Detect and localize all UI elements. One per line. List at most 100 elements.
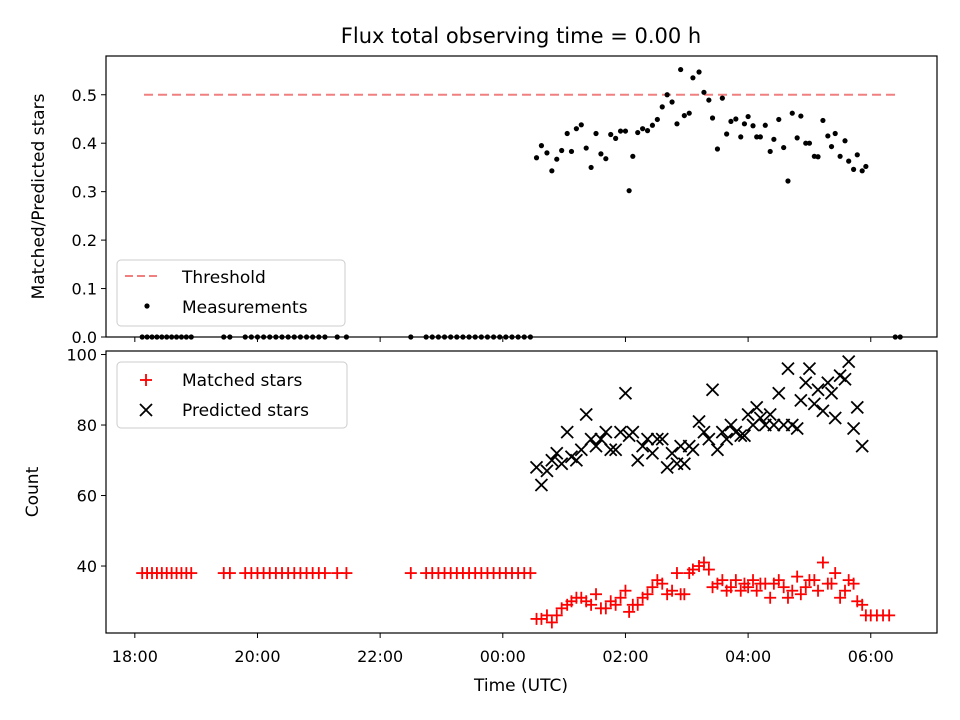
predicted-stars-point (855, 439, 869, 453)
ytick-label: 0.2 (72, 231, 97, 250)
predicted-stars-point (635, 439, 650, 453)
matched-stars-point (781, 591, 794, 604)
measurements-point (762, 122, 768, 128)
predicted-stars-point (618, 386, 633, 400)
predicted-stars-point (824, 386, 839, 400)
measurements-point (533, 155, 540, 161)
matched-stars-point (318, 567, 331, 580)
predicted-stars-point (540, 464, 554, 478)
measurements-point (626, 188, 632, 194)
measurements-point (754, 134, 760, 140)
predicted-stars-point (838, 372, 852, 386)
matched-stars-point (799, 581, 812, 594)
predicted-stars-point (850, 400, 864, 415)
count-legend-box (116, 361, 348, 429)
measurements-point (578, 122, 584, 128)
matched-stars-point (794, 588, 807, 601)
predicted-stars-point (697, 425, 711, 439)
matched-stars-point (404, 567, 417, 580)
ytick-label: 0.0 (72, 328, 97, 347)
predicted-stars-point (569, 453, 584, 467)
predicted-stars-point (705, 383, 720, 397)
measurements-point (842, 138, 848, 144)
measurements-point (588, 164, 594, 171)
ytick-label: 0.4 (72, 134, 97, 153)
predicted-stars-point (828, 411, 842, 425)
matched-stars-point (883, 609, 896, 622)
measurements-point (776, 116, 782, 123)
matched-stars-point (816, 556, 829, 569)
measurements-point (832, 130, 838, 137)
predicted-stars-point (692, 414, 706, 429)
predicted-stars-point (594, 432, 608, 446)
matched-stars-point (786, 584, 799, 597)
matched-stars-point (678, 588, 691, 601)
count-xlabel: Time (UTC) (473, 676, 568, 696)
xtick-label: 06:00 (848, 647, 894, 666)
predicted-stars-point (720, 432, 734, 446)
predicted-stars-point (613, 425, 628, 439)
legend-matched-swatch (140, 374, 152, 386)
measurements-point (583, 145, 589, 151)
predicted-stars-point (584, 432, 598, 446)
measurements-point (859, 168, 865, 174)
measurements-point (573, 126, 579, 132)
measurements-point (659, 104, 665, 110)
matched-stars-point (702, 563, 715, 576)
xtick-label: 02:00 (602, 647, 648, 666)
predicted-stars-point (737, 428, 752, 443)
predicted-stars-point (816, 404, 830, 418)
measurements-point (701, 89, 707, 95)
measurements-point (798, 113, 804, 119)
legend-measurements-label: Measurements (182, 298, 308, 318)
matched-stars-point (808, 574, 821, 587)
matched-stars-point (641, 588, 654, 601)
matched-stars-point (545, 616, 558, 629)
measurements-point (644, 128, 651, 134)
predicted-stars-point (545, 453, 559, 467)
measurements-point (654, 116, 660, 123)
predicted-stars-point (579, 407, 593, 422)
measurements-point (674, 121, 680, 127)
measurements-point (635, 129, 641, 136)
predicted-stars-point (799, 376, 813, 390)
measurements-point (603, 156, 609, 162)
ytick-label: 80 (77, 416, 97, 435)
predicted-stars-point (589, 439, 603, 453)
predicted-stars-point (626, 425, 640, 439)
predicted-stars-point (710, 443, 725, 457)
legend-measurements-swatch (144, 303, 150, 309)
xtick-label: 00:00 (480, 647, 526, 666)
predicted-stars-point (802, 361, 817, 376)
predicted-stars-point (781, 361, 795, 376)
ratio-panel: 0.0 0.1 0.2 0.3 0.4 0.5 Matched/Predicted sta… (29, 55, 938, 347)
measurements-point (678, 66, 684, 73)
predicted-stars-point (724, 418, 738, 432)
measurements-point (598, 151, 604, 157)
matched-stars-point (686, 563, 699, 576)
matched-stars-point (742, 581, 755, 594)
matched-stars-point (590, 588, 603, 601)
matched-stars-point (670, 567, 683, 580)
predicted-stars-point (686, 443, 700, 457)
measurements-point (544, 150, 550, 156)
measurements-point (745, 113, 751, 120)
matched-stars-point (614, 591, 627, 604)
measurements-point (681, 112, 687, 119)
count-legend: Matched stars Predicted stars (116, 361, 348, 429)
measurements-point (686, 110, 692, 116)
matched-stars-point (716, 574, 729, 587)
xtick-label: 04:00 (725, 647, 771, 666)
predicted-stars-point (604, 443, 618, 457)
predicted-stars-point (794, 393, 808, 407)
measurements-point (630, 153, 636, 159)
matched-stars-point (631, 598, 644, 611)
matched-stars-point (777, 581, 790, 594)
matched-stars-point (656, 577, 669, 590)
ytick-label: 0.1 (72, 280, 97, 299)
predicted-stars-point (763, 407, 777, 422)
measurements-point (820, 117, 826, 124)
measurements-point (815, 154, 821, 160)
